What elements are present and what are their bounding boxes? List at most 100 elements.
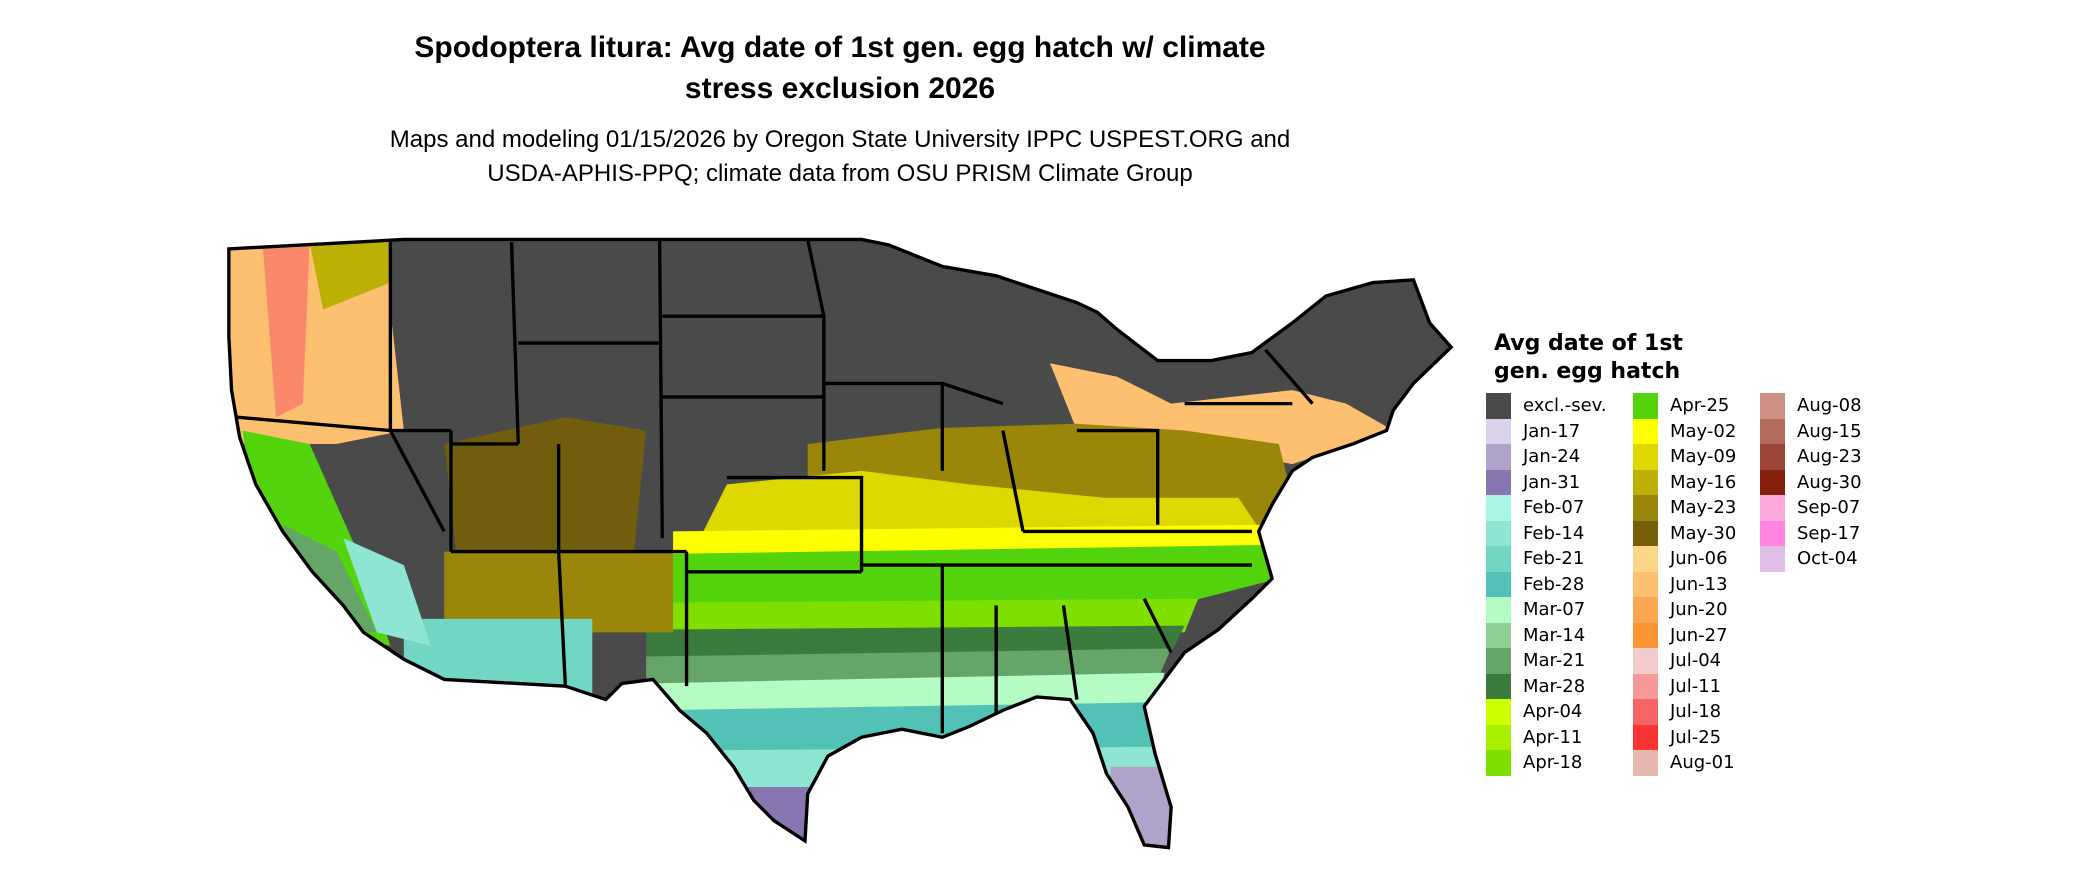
legend-swatch [1486, 546, 1511, 572]
legend-label: Jun-06 [1670, 548, 1728, 570]
legend-item: Mar-21 [1486, 648, 1607, 674]
legend-item: May-23 [1633, 495, 1736, 521]
legend-swatch [1760, 495, 1785, 521]
legend-item: Jun-06 [1633, 546, 1736, 572]
legend-swatch [1486, 648, 1511, 674]
legend-label: Jul-04 [1670, 650, 1722, 672]
subtitle-line-1: Maps and modeling 01/15/2026 by Oregon S… [389, 126, 1291, 153]
legend-swatch [1486, 495, 1511, 521]
subtitle-line-2: USDA-APHIS-PPQ; climate data from OSU PR… [487, 160, 1193, 187]
legend-item: Jul-25 [1633, 724, 1736, 750]
title-line-1: Spodoptera litura: Avg date of 1st gen. … [414, 31, 1266, 64]
legend-item: May-02 [1633, 418, 1737, 444]
legend-item: Jan-24 [1486, 444, 1607, 470]
legend-label: Aug-15 [1797, 420, 1862, 442]
legend-title-line-2: gen. egg hatch [1494, 359, 1681, 384]
legend-item: Apr-04 [1486, 699, 1607, 725]
map-subtitle: Maps and modeling 01/15/2026 by Oregon S… [240, 123, 1440, 191]
legend-label: Apr-04 [1523, 701, 1583, 723]
legend-label: Jul-18 [1670, 701, 1722, 723]
legend-swatch [1486, 469, 1511, 495]
legend-label: May-02 [1670, 420, 1737, 442]
legend-item: May-30 [1633, 520, 1737, 546]
legend-label: Jan-24 [1523, 446, 1581, 468]
legend-swatch [1633, 597, 1658, 623]
legend-swatch [1633, 520, 1658, 546]
legend-item: Jan-17 [1486, 418, 1607, 444]
legend-label: Feb-07 [1523, 497, 1585, 519]
legend-swatch [1486, 699, 1511, 725]
legend-label: Mar-14 [1523, 624, 1586, 646]
legend-column-1: excl.-sev. Jan-17 Jan-24 Jan-31 Feb-07 Feb-14… [1486, 393, 1607, 776]
legend-label: Jun-27 [1670, 624, 1728, 646]
legend-item: Aug-30 [1760, 469, 1862, 495]
legend-item: Oct-04 [1760, 546, 1862, 572]
legend-label: Sep-07 [1797, 497, 1861, 519]
legend-swatch [1760, 444, 1785, 470]
legend-item: May-09 [1633, 444, 1736, 470]
legend-swatch [1486, 673, 1511, 699]
legend-swatch [1633, 673, 1658, 699]
legend-item: Sep-07 [1760, 495, 1862, 521]
legend-swatch [1633, 750, 1658, 776]
legend-label: Jul-25 [1670, 726, 1722, 748]
legend-label: Aug-08 [1797, 395, 1862, 417]
legend-swatch [1486, 418, 1511, 444]
legend-item: Aug-08 [1760, 393, 1862, 419]
legend-item: Apr-18 [1486, 750, 1607, 776]
legend-swatch [1633, 724, 1658, 750]
legend-swatch [1633, 469, 1658, 495]
legend-title-line-1: Avg date of 1st [1494, 331, 1683, 356]
legend-swatch [1633, 444, 1658, 470]
legend-label: Jul-11 [1670, 675, 1722, 697]
state-boundaries [227, 237, 1453, 850]
legend-item: Jun-27 [1633, 622, 1736, 648]
legend-item: Sep-17 [1760, 520, 1862, 546]
legend-swatch [1486, 597, 1511, 623]
legend-title: Avg date of 1st gen. egg hatch [1494, 330, 1683, 386]
legend-item: Aug-15 [1760, 418, 1862, 444]
legend-swatch [1633, 418, 1658, 444]
legend-label: Apr-11 [1523, 726, 1583, 748]
legend-swatch [1633, 393, 1658, 419]
legend-item: Jul-04 [1633, 648, 1736, 674]
legend-item: Jul-11 [1633, 673, 1736, 699]
legend-label: May-16 [1670, 471, 1737, 493]
legend-label: Aug-01 [1670, 752, 1735, 774]
legend-swatch [1633, 622, 1658, 648]
legend-label: Jun-20 [1670, 599, 1728, 621]
legend-label: Aug-23 [1797, 446, 1862, 468]
legend-item: excl.-sev. [1486, 393, 1607, 419]
legend-item: Jul-18 [1633, 699, 1736, 725]
legend-swatch [1760, 393, 1785, 419]
legend-swatch [1760, 469, 1785, 495]
legend-swatch [1486, 622, 1511, 648]
legend-swatch [1633, 546, 1658, 572]
legend-label: excl.-sev. [1523, 395, 1607, 417]
legend-label: Mar-21 [1523, 650, 1586, 672]
legend-label: Oct-04 [1797, 548, 1858, 570]
legend-label: Feb-21 [1523, 548, 1585, 570]
legend-item: May-16 [1633, 469, 1737, 495]
legend-item: Mar-14 [1486, 622, 1607, 648]
legend-swatch [1486, 571, 1511, 597]
legend-swatch [1760, 546, 1785, 572]
legend-swatch [1486, 393, 1511, 419]
legend-swatch [1633, 699, 1658, 725]
legend-item: Jun-20 [1633, 597, 1736, 623]
legend-label: Mar-07 [1523, 599, 1586, 621]
legend-item: Jun-13 [1633, 571, 1736, 597]
legend-swatch [1486, 444, 1511, 470]
legend-label: May-30 [1670, 522, 1737, 544]
legend-swatch [1486, 724, 1511, 750]
map-title: Spodoptera litura: Avg date of 1st gen. … [240, 27, 1440, 109]
legend-label: Mar-28 [1523, 675, 1586, 697]
legend-swatch [1760, 520, 1785, 546]
legend-item: Apr-25 [1633, 393, 1736, 419]
legend-swatch [1633, 495, 1658, 521]
legend-label: Jan-31 [1523, 471, 1581, 493]
legend-label: Apr-25 [1670, 395, 1730, 417]
legend-item: Mar-07 [1486, 597, 1607, 623]
legend-label: May-23 [1670, 497, 1737, 519]
